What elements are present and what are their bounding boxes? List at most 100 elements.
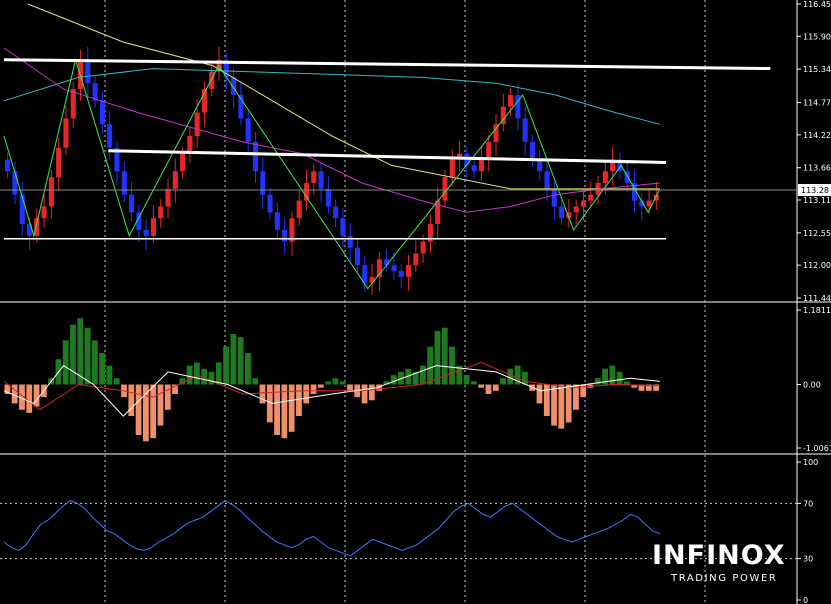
macd-bar <box>296 384 302 417</box>
candle-body <box>252 141 259 172</box>
macd-bar <box>383 381 390 385</box>
candle-body <box>522 118 528 142</box>
candle-body <box>435 200 441 225</box>
candle-body <box>180 153 186 172</box>
macd-bar <box>237 337 244 385</box>
candle-body <box>209 71 215 90</box>
candle-body <box>413 253 419 266</box>
macd-bar <box>201 368 208 385</box>
candle-body <box>551 188 557 207</box>
y-tick-label: 112.00 <box>803 261 831 270</box>
candle-body <box>114 147 120 172</box>
candle-body <box>384 259 390 266</box>
macd-bar <box>507 368 514 385</box>
candle-body <box>274 212 280 230</box>
candle-body <box>376 259 382 277</box>
macd-bar <box>11 384 18 404</box>
candle-body <box>223 59 229 78</box>
macd-bar <box>638 384 645 391</box>
macd-bar <box>281 384 288 439</box>
macd-bar <box>142 384 149 442</box>
macd-bar <box>245 352 251 385</box>
macd-bar <box>478 384 485 388</box>
candle-body <box>617 159 623 172</box>
y-tick-label: 115.90 <box>803 32 831 41</box>
infinox-logo: INFINOX <box>652 540 786 571</box>
macd-bar <box>514 365 521 385</box>
y-tick-label: -1.00611 <box>803 444 831 453</box>
current-price-box <box>798 184 831 197</box>
macd-bar <box>70 324 76 385</box>
candle-body <box>610 159 616 172</box>
candle-body <box>172 171 178 189</box>
macd-bar <box>609 365 616 385</box>
macd-bar <box>551 384 557 426</box>
candle-body <box>398 271 404 277</box>
macd-bar <box>157 384 164 426</box>
candle-body <box>70 89 76 119</box>
macd-bar <box>128 384 135 417</box>
candle-body <box>201 89 207 113</box>
candle-body <box>92 83 98 101</box>
candle-body <box>537 159 543 172</box>
candle-body <box>318 171 324 189</box>
candle-body <box>486 141 492 160</box>
candle-body <box>282 229 288 242</box>
macd-bar <box>303 384 310 404</box>
candle-body <box>333 206 339 219</box>
macd-bar <box>492 384 499 391</box>
candle-body <box>369 276 375 283</box>
macd-bar <box>135 384 142 435</box>
y-tick-label: 114.77 <box>803 99 831 108</box>
candle-body <box>653 194 659 201</box>
macd-bar <box>274 384 280 435</box>
candle-body <box>631 182 638 201</box>
candle-body <box>478 159 484 172</box>
candle-body <box>165 188 171 207</box>
candle-body <box>260 171 266 195</box>
macd-bar <box>208 371 215 385</box>
candle-body <box>566 212 572 219</box>
macd-bar <box>412 371 419 385</box>
candle-body <box>48 177 54 207</box>
macd-bar <box>594 378 601 385</box>
candle-body <box>347 235 353 248</box>
macd-bar <box>485 384 492 394</box>
macd-bar <box>645 384 652 391</box>
candle-body <box>194 112 200 137</box>
macd-bar <box>113 378 120 385</box>
macd-bar <box>186 365 193 385</box>
candle-body <box>471 165 477 172</box>
candle-body <box>362 265 368 283</box>
macd-bar <box>99 352 106 385</box>
candle-body <box>107 124 113 148</box>
candle-body <box>311 171 317 183</box>
rsi-pane <box>0 500 797 560</box>
macd-bar <box>522 371 528 385</box>
macd-bar <box>215 362 222 385</box>
level-line <box>3 58 771 71</box>
macd-bar <box>317 384 324 388</box>
macd-bar <box>62 340 69 385</box>
macd-bar <box>653 384 659 391</box>
macd-bar <box>310 384 317 394</box>
candle-body <box>602 171 608 183</box>
y-tick-label: 112.55 <box>803 229 831 238</box>
macd-pane <box>3 318 661 442</box>
macd-bar <box>77 318 84 385</box>
candle-body <box>508 94 514 107</box>
macd-bar <box>434 330 441 385</box>
macd-bar <box>376 384 383 391</box>
candle-body <box>12 171 18 195</box>
y-tick-label: 113.11 <box>803 196 831 205</box>
candle-body <box>56 147 62 178</box>
macd-bar <box>252 378 259 385</box>
ma-mid-line <box>27 3 660 190</box>
macd-bar <box>361 384 368 404</box>
candle-body <box>158 206 164 219</box>
y-tick-label: 30 <box>803 555 813 564</box>
y-tick-label: 113.66 <box>803 164 831 173</box>
candle-body <box>5 159 11 172</box>
